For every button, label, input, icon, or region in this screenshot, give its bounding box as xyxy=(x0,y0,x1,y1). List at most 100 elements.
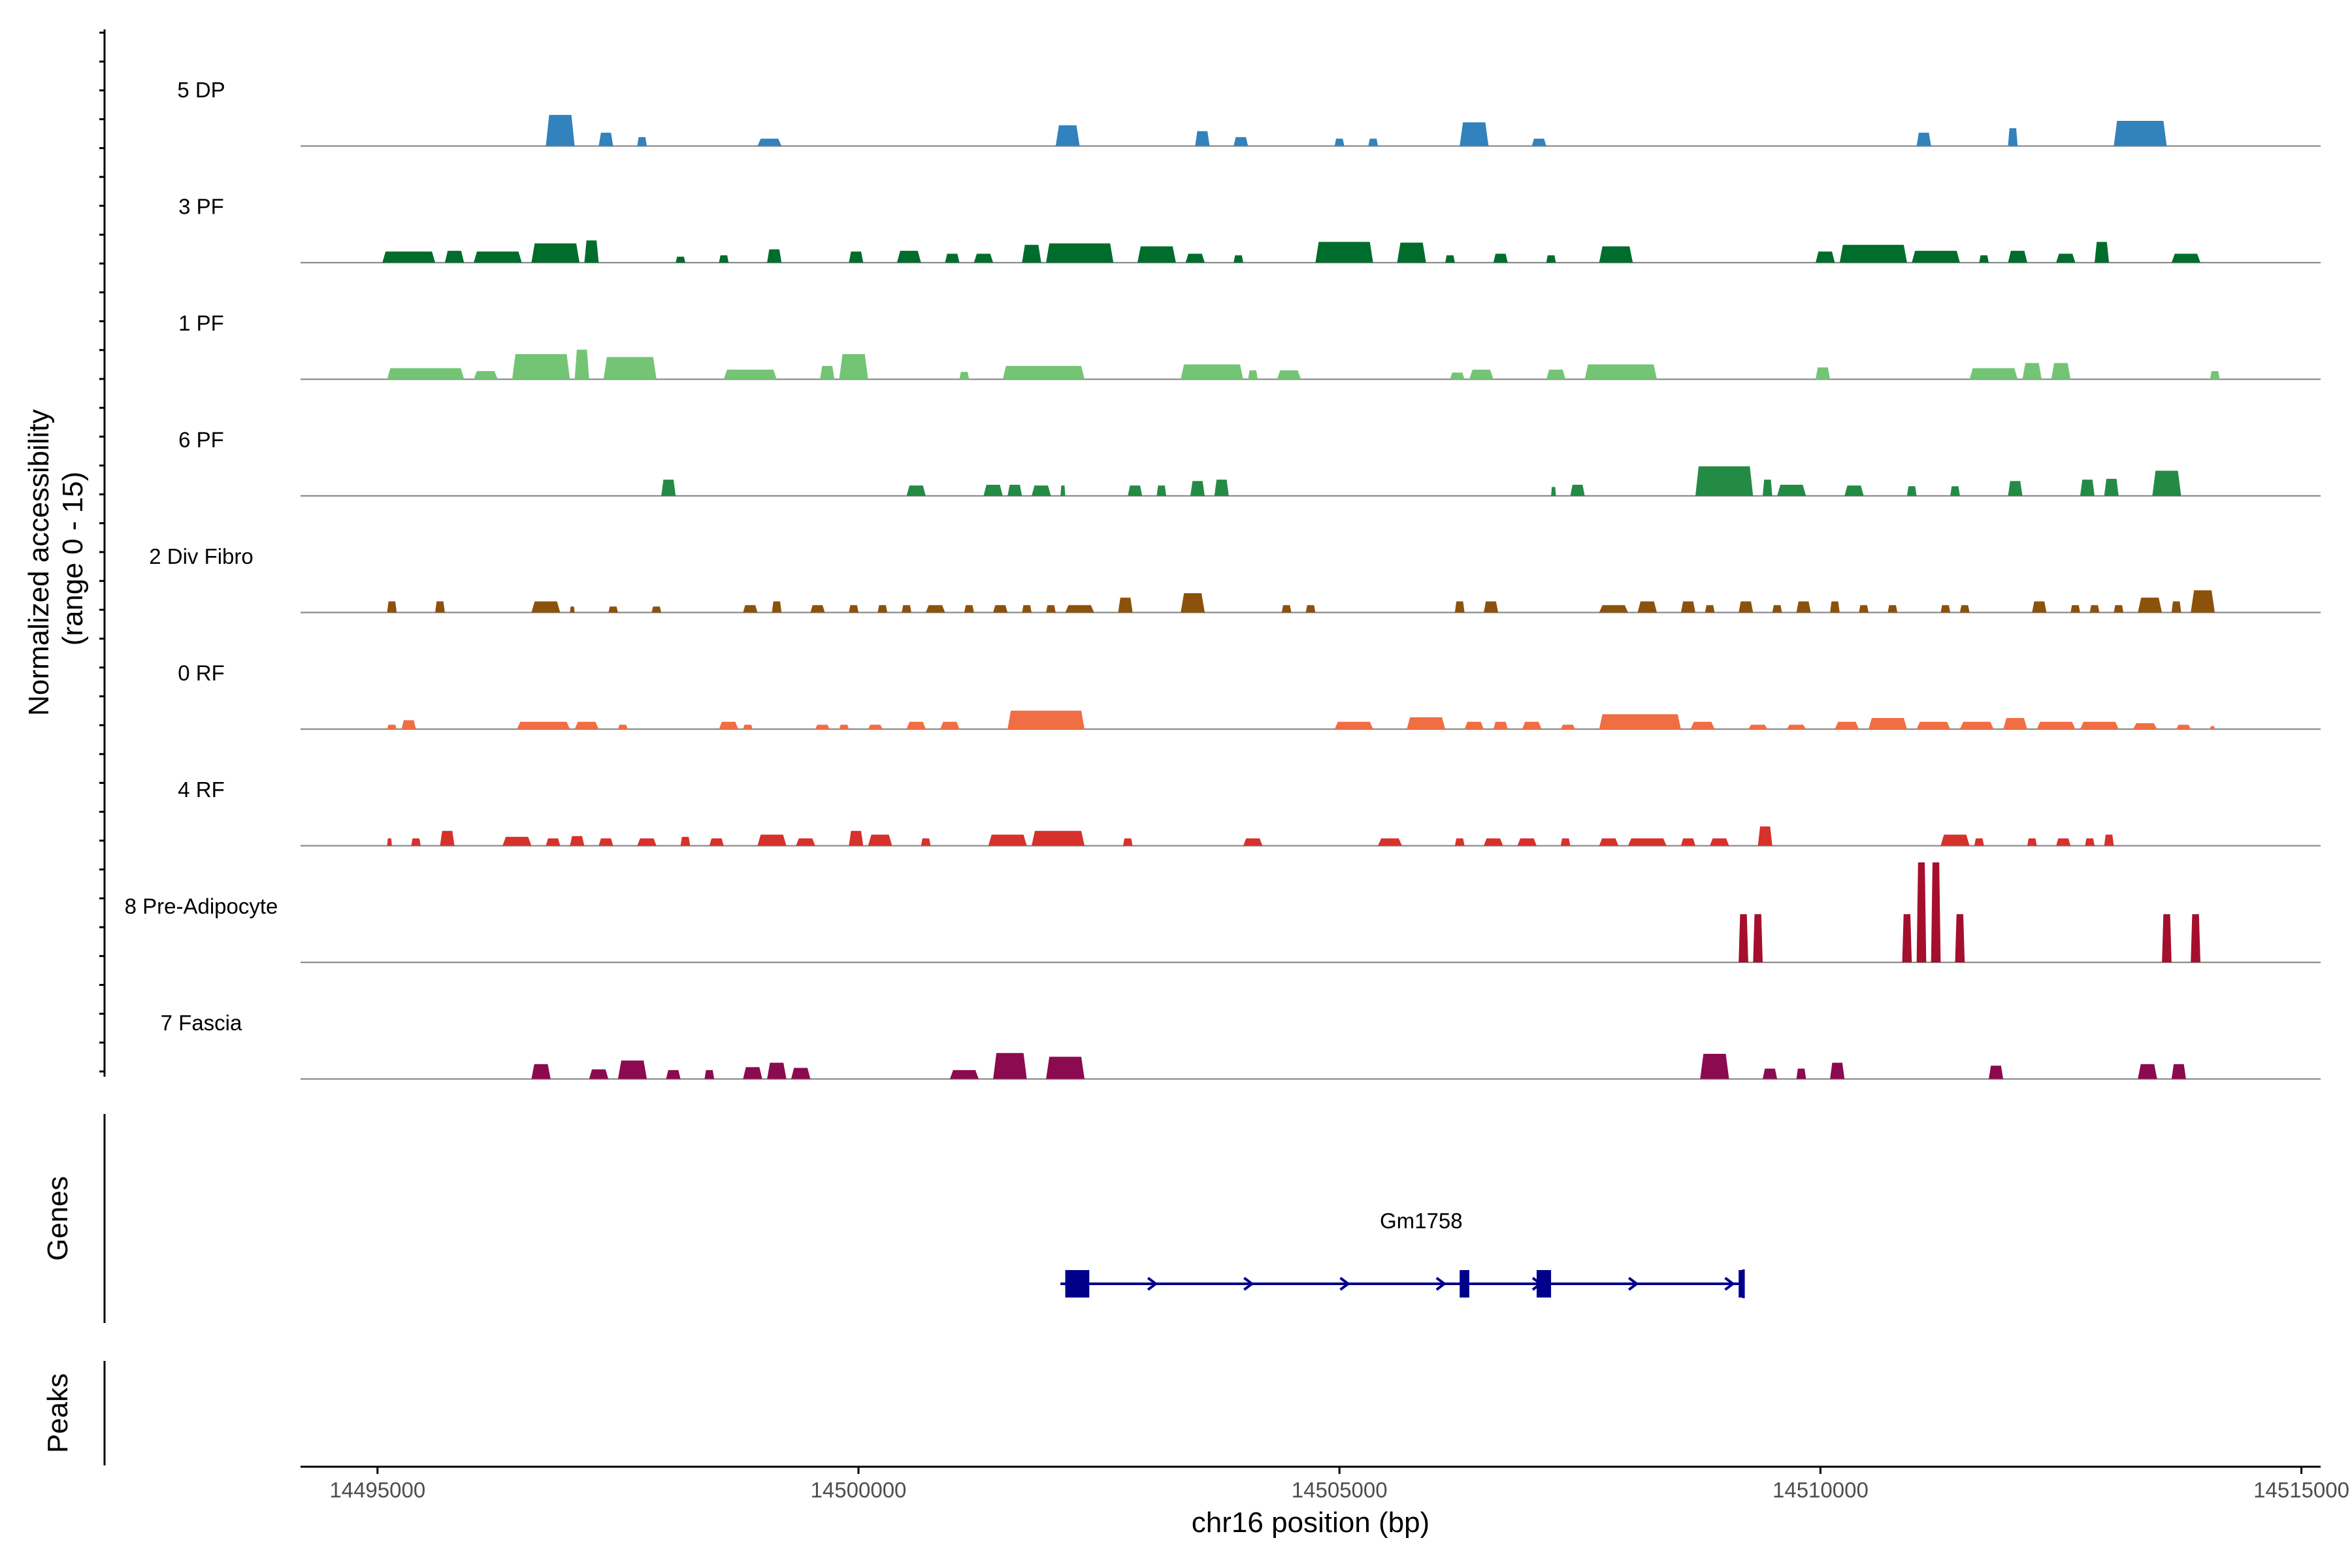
coverage-peak xyxy=(1397,242,1426,263)
track-label: 2 Div Fibro xyxy=(149,544,253,568)
strand-arrow xyxy=(1147,1277,1158,1291)
track-label: 0 RF xyxy=(178,661,225,685)
coverage-peak xyxy=(1007,485,1022,496)
coverage-peak xyxy=(1156,485,1167,496)
coverage-peak xyxy=(1560,725,1575,729)
coverage-peak xyxy=(1464,721,1484,729)
coverage-peak xyxy=(382,252,436,263)
coverage-peak xyxy=(839,354,868,380)
coverage-peak xyxy=(1916,721,1951,729)
coverage-peak xyxy=(401,720,416,729)
coverage-peak xyxy=(1190,481,1205,496)
coverage-peak xyxy=(1334,139,1345,146)
coverage-peak xyxy=(1368,139,1379,146)
coverage-peak xyxy=(868,725,883,729)
x-tick-label: 14495000 xyxy=(329,1478,425,1502)
coverage-peak xyxy=(743,1067,762,1079)
coverage-peak xyxy=(598,133,613,146)
coverage-peak xyxy=(570,606,575,613)
coverage-peak xyxy=(1859,605,1869,613)
track-8: 8 Pre-Adipocyte xyxy=(125,862,2321,964)
coverage-peak xyxy=(661,480,676,496)
coverage-peak xyxy=(1969,368,2018,380)
coverage-peak xyxy=(1007,710,1085,729)
coverage-peak xyxy=(1974,838,1984,846)
coverage-peak xyxy=(810,605,825,613)
coverage-peak xyxy=(849,252,864,263)
coverage-peak xyxy=(1185,253,1205,263)
coverage-peak xyxy=(1546,369,1566,380)
coverage-peak xyxy=(1739,601,1754,613)
coverage-peak xyxy=(949,1070,979,1079)
coverage-peak xyxy=(1705,605,1715,613)
coverage-y-ticks xyxy=(99,31,105,1073)
coverage-peak xyxy=(849,830,864,846)
gene-track: Gm1758 xyxy=(1060,1209,1745,1298)
coverage-peak xyxy=(1637,601,1658,613)
coverage-peak xyxy=(531,1064,551,1079)
coverage-peak xyxy=(1181,364,1243,380)
coverage-peak xyxy=(1763,480,1772,496)
coverage-peak xyxy=(1940,605,1951,613)
coverage-peak xyxy=(1118,597,1133,613)
coverage-peak xyxy=(2051,363,2071,380)
coverage-peak xyxy=(767,249,782,263)
coverage-peak xyxy=(723,369,777,380)
coverage-peak xyxy=(1248,370,1258,380)
coverage-peak xyxy=(1830,601,1840,613)
coverage-peak xyxy=(1796,601,1811,613)
coverage-peak xyxy=(1137,246,1176,263)
coverage-peak xyxy=(2003,718,2027,729)
coverage-peak xyxy=(1305,605,1316,613)
track-label: 7 Fascia xyxy=(161,1011,242,1035)
coverage-peak xyxy=(546,114,575,146)
coverage-peak xyxy=(1233,255,1243,263)
track-5: 2 Div Fibro xyxy=(149,544,2321,613)
coverage-peak xyxy=(502,836,532,846)
coverage-peak xyxy=(1869,718,1907,729)
y-axis-title-line-1: Normalized accessibility xyxy=(23,409,55,715)
coverage-peak xyxy=(2036,721,2076,729)
coverage-peak xyxy=(1599,605,1628,613)
coverage-peak xyxy=(1680,838,1695,846)
genes-panel-title: Genes xyxy=(42,1176,74,1261)
coverage-peak xyxy=(2138,597,2163,613)
coverage-peak xyxy=(1445,255,1455,263)
coverage-peak xyxy=(1979,255,1989,263)
coverage-peak xyxy=(983,485,1003,496)
coverage-peak xyxy=(1940,834,1970,846)
track-3: 1 PF xyxy=(178,311,2321,380)
track-label: 3 PF xyxy=(178,195,224,219)
coverage-peak xyxy=(676,256,685,263)
coverage-peak xyxy=(1763,1068,1778,1079)
coverage-peak xyxy=(2008,250,2027,263)
coverage-peak xyxy=(2210,726,2215,729)
track-1: 5 DP xyxy=(177,78,2321,147)
y-axis-title: Normalized accessibility (range 0 - 15) xyxy=(23,401,89,716)
coverage-peak xyxy=(512,354,570,380)
coverage-peak xyxy=(1181,593,1205,613)
coverage-peak xyxy=(1700,1054,1729,1079)
coverage-peak xyxy=(959,372,970,380)
coverage-peak xyxy=(1493,721,1508,729)
y-axis-title-line-2: (range 0 - 15) xyxy=(57,472,89,646)
coverage-peak xyxy=(719,721,738,729)
coverage-peak xyxy=(839,725,849,729)
coverage-peak xyxy=(1522,721,1542,729)
track-6: 0 RF xyxy=(178,661,2321,730)
coverage-peak xyxy=(570,836,585,846)
coverage-peak xyxy=(1599,838,1619,846)
coverage-peak xyxy=(1772,605,1782,613)
coverage-peak xyxy=(1816,367,1831,380)
coverage-peak xyxy=(877,605,888,613)
coverage-peak xyxy=(1570,485,1585,496)
coverage-peak xyxy=(531,601,561,613)
coverage-peak xyxy=(1022,605,1032,613)
track-label: 6 PF xyxy=(178,428,224,452)
track-2: 3 PF xyxy=(178,195,2321,264)
coverage-peak xyxy=(1931,862,1941,962)
coverage-peak xyxy=(896,250,921,263)
coverage-peak xyxy=(2032,601,2047,613)
x-tick-label: 14510000 xyxy=(1772,1478,1869,1502)
